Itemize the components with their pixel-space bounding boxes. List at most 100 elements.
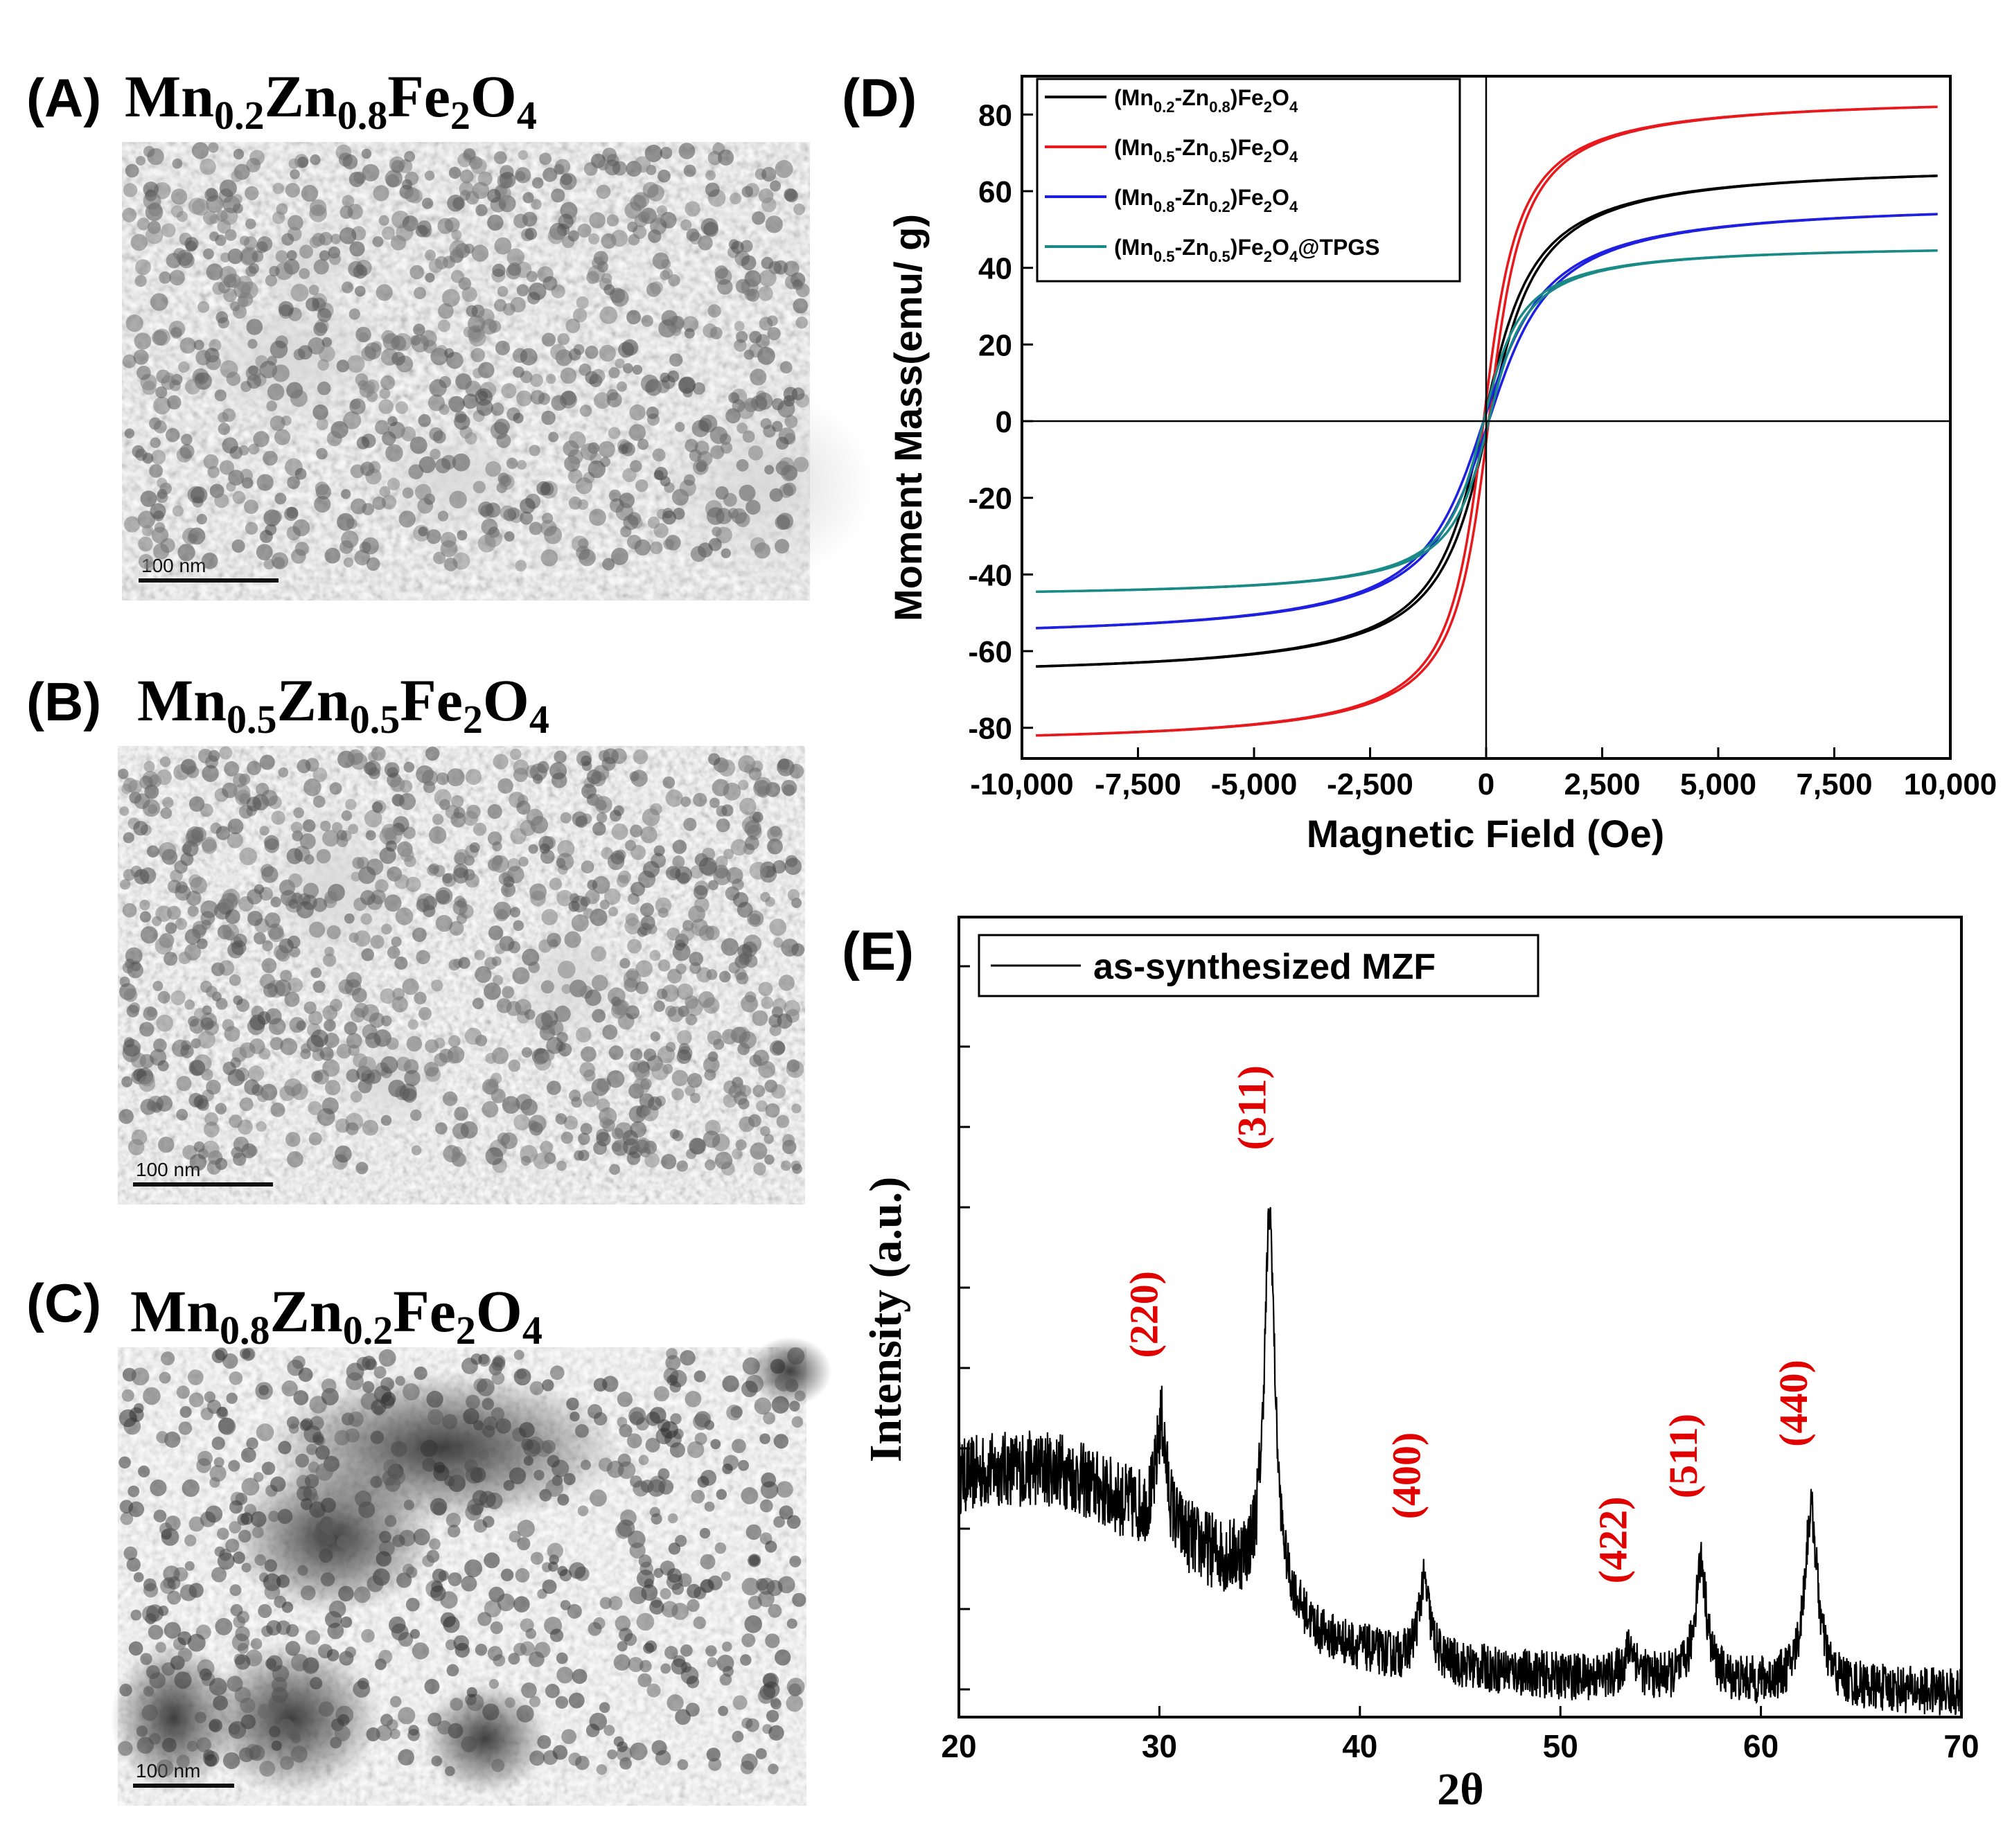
nanoparticle xyxy=(694,1370,706,1383)
nanoparticle xyxy=(380,1114,392,1126)
nanoparticle xyxy=(288,1423,299,1434)
nanoparticle xyxy=(745,1718,759,1732)
nanoparticle xyxy=(366,391,378,402)
nanoparticle xyxy=(265,1658,276,1669)
nanoparticle xyxy=(750,537,766,553)
nanoparticle xyxy=(276,1620,291,1635)
nanoparticle xyxy=(413,1528,430,1545)
nanoparticle xyxy=(170,205,184,217)
nanoparticle xyxy=(559,391,578,409)
nanoparticle xyxy=(434,1461,445,1473)
nanoparticle xyxy=(227,832,243,849)
nanoparticle xyxy=(789,1555,802,1567)
nanoparticle xyxy=(549,1365,565,1380)
nanoparticle xyxy=(143,1686,155,1697)
nanoparticle xyxy=(381,923,392,935)
nanoparticle xyxy=(526,271,538,283)
nanoparticle xyxy=(193,1141,205,1153)
nanoparticle xyxy=(384,894,402,912)
nanoparticle xyxy=(338,1585,354,1602)
nanoparticle xyxy=(227,818,244,835)
nanoparticle xyxy=(157,1060,169,1072)
nanoparticle xyxy=(308,1493,319,1502)
nanoparticle xyxy=(633,749,648,765)
nanoparticle xyxy=(594,392,610,409)
nanoparticle xyxy=(284,506,299,522)
nanoparticle xyxy=(768,1725,784,1741)
nanoparticle xyxy=(435,914,453,932)
nanoparticle xyxy=(225,1538,240,1553)
nanoparticle xyxy=(787,889,800,901)
nanoparticle xyxy=(256,1423,274,1441)
nanoparticle xyxy=(741,186,754,198)
nanoparticle xyxy=(287,476,300,490)
nanoparticle xyxy=(285,1132,301,1147)
nanoparticle xyxy=(769,1040,786,1056)
y-tick-label-d: -20 xyxy=(968,482,1012,516)
nanoparticle xyxy=(619,958,630,969)
nanoparticle xyxy=(322,830,339,847)
nanoparticle xyxy=(740,1760,754,1775)
y-axis-title-e: Intensity (a.u.) xyxy=(861,1177,911,1463)
peak-label: (400) xyxy=(1384,1432,1429,1520)
nanoparticle xyxy=(592,256,605,269)
nanoparticle xyxy=(463,393,478,409)
nanoparticle xyxy=(422,1554,435,1567)
nanoparticle xyxy=(764,1154,775,1165)
nanoparticle xyxy=(669,1442,686,1458)
nanoparticle xyxy=(588,1622,602,1636)
nanoparticle xyxy=(312,1434,324,1446)
nanoparticle xyxy=(748,767,762,781)
nanoparticle xyxy=(646,1683,661,1698)
nanoparticle xyxy=(400,848,414,862)
nanoparticle xyxy=(741,1487,759,1504)
nanoparticle xyxy=(362,1024,378,1040)
nanoparticle xyxy=(517,1520,535,1538)
nanoparticle xyxy=(290,169,300,179)
nanoparticle xyxy=(471,245,489,262)
nanoparticle xyxy=(708,1757,722,1771)
nanoparticle xyxy=(326,925,341,939)
nanoparticle xyxy=(119,806,130,817)
nanoparticle xyxy=(152,330,168,346)
nanoparticle xyxy=(628,1407,646,1425)
nanoparticle xyxy=(259,826,270,836)
nanoparticle xyxy=(531,177,544,189)
nanoparticle xyxy=(327,1622,344,1640)
nanoparticle xyxy=(344,1022,358,1036)
nanoparticle xyxy=(314,495,331,513)
nanoparticle xyxy=(353,1680,371,1698)
nanoparticle xyxy=(791,1103,802,1114)
nanoparticle xyxy=(675,1535,687,1547)
nanoparticle xyxy=(557,1493,570,1506)
nanoparticle xyxy=(145,788,156,798)
nanoparticle xyxy=(227,248,243,265)
nanoparticle xyxy=(206,986,218,998)
nanoparticle xyxy=(539,843,550,854)
nanoparticle xyxy=(661,1154,677,1170)
nanoparticle xyxy=(452,1123,469,1139)
nanoparticle xyxy=(224,909,240,925)
nanoparticle xyxy=(685,438,698,452)
nanoparticle xyxy=(549,1628,564,1642)
nanoparticle xyxy=(609,810,621,822)
nanoparticle xyxy=(435,1122,448,1135)
nanoparticle xyxy=(204,188,219,202)
nanoparticle xyxy=(770,180,782,192)
nanoparticle xyxy=(485,1147,504,1165)
nanoparticle xyxy=(693,1413,709,1430)
nanoparticle xyxy=(504,531,515,542)
nanoparticle xyxy=(454,896,466,907)
nanoparticle xyxy=(396,224,414,242)
nanoparticle xyxy=(627,939,642,954)
nanoparticle xyxy=(135,259,151,276)
nanoparticle xyxy=(432,430,446,444)
nanoparticle xyxy=(176,1108,188,1121)
nanoparticle xyxy=(342,195,355,208)
nanoparticle xyxy=(583,1091,599,1108)
nanoparticle xyxy=(162,797,174,808)
nanoparticle xyxy=(341,810,352,821)
nanoparticle xyxy=(287,1150,303,1168)
nanoparticle xyxy=(792,1164,802,1174)
nanoparticle xyxy=(775,1649,791,1666)
